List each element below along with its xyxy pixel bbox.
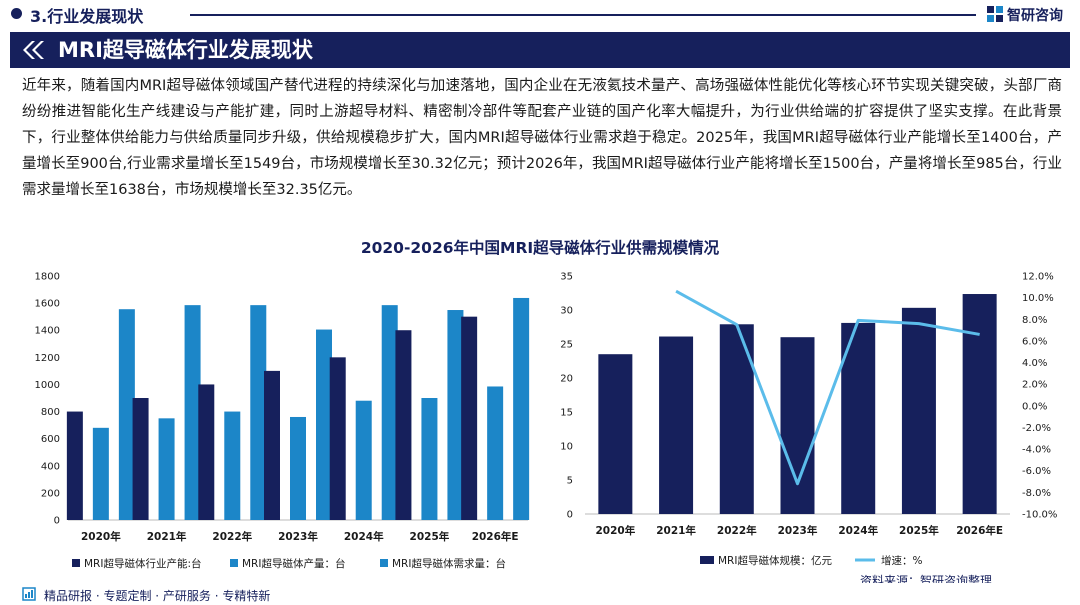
y-right-tick-label: -2.0%: [1022, 423, 1051, 434]
y-left-tick-label: 25: [560, 340, 573, 351]
y-tick-label: 1800: [35, 272, 60, 283]
bar-1: [329, 357, 346, 520]
y-left-tick-label: 15: [560, 408, 573, 419]
y-left-tick-label: 35: [560, 272, 573, 283]
y-right-tick-label: -10.0%: [1022, 510, 1057, 521]
y-tick-label: 1000: [35, 380, 60, 391]
x-tick-label: 2026年E: [472, 530, 519, 543]
x-tick-label: 2026年E: [956, 524, 1003, 537]
bar-1: [264, 370, 280, 520]
page-title: MRI超导磁体行业发展现状: [58, 38, 313, 62]
y-tick-label: 1400: [35, 326, 60, 337]
bar-2: [290, 416, 306, 520]
y-right-tick-label: 12.0%: [1022, 272, 1054, 283]
title-banner: MRI超导磁体行业发展现状: [10, 32, 1070, 68]
bar-3: [381, 305, 398, 520]
y-right-tick-label: -4.0%: [1022, 445, 1051, 456]
bar-2: [421, 398, 438, 520]
y-tick-label: 400: [41, 461, 60, 472]
report-icon: [22, 587, 36, 601]
market-size-bar: [901, 307, 936, 514]
market-size-combo-chart: 0 5 10 15 20 25 30 35 -10.0% -8.0% -6.0% -4.0% -2.0%…: [560, 272, 1057, 568]
x-tick-label: 2025年: [410, 530, 450, 543]
y-left-tick-label: 0: [567, 510, 573, 521]
x-tick-label: 2021年: [656, 524, 696, 537]
y-tick-label: 800: [41, 407, 60, 418]
bar-2: [355, 400, 372, 520]
bar-2: [224, 411, 241, 520]
legend-label: MRI超导磁体行业产能:台: [84, 557, 202, 570]
legend-label: MRI超导磁体规模：亿元: [718, 554, 832, 567]
y-tick-label: 600: [41, 434, 60, 445]
market-size-bar: [962, 294, 997, 514]
bar-3: [250, 305, 267, 520]
y-right-tick-label: 0.0%: [1022, 401, 1047, 412]
legend-swatch-bar: [700, 556, 714, 564]
y-tick-label: 0: [54, 516, 60, 527]
header-divider: [190, 14, 976, 16]
x-tick-label: 2024年: [838, 524, 878, 537]
brand-logo: 智研咨询: [987, 4, 1077, 24]
section-title: 3.行业发展现状: [30, 7, 144, 26]
bar-1: [132, 398, 149, 520]
brand-name: 智研咨询: [1007, 8, 1063, 24]
y-left-tick-label: 30: [560, 306, 573, 317]
y-tick-label: 200: [41, 488, 60, 499]
footer: 精品研报 · 专题定制 · 产研服务 · 专精特新: [0, 583, 1080, 605]
chart-title: 2020-2026年中国MRI超导磁体行业供需规模情况: [360, 239, 720, 257]
x-tick-label: 2024年: [344, 530, 384, 543]
y-tick-label: 1600: [35, 299, 60, 310]
bar-1: [66, 411, 83, 520]
double-chevron-icon: [23, 41, 44, 59]
y-right-tick-label: 2.0%: [1022, 380, 1047, 391]
y-right-tick-label: 4.0%: [1022, 358, 1047, 369]
bar-1: [198, 384, 215, 520]
bar-3: [184, 305, 201, 520]
legend-swatch: [380, 559, 388, 567]
description-paragraph: 近年来，随着国内MRI超导磁体领域国产替代进程的持续深化与加速落地，国内企业在无…: [22, 78, 1062, 198]
legend-label: MRI超导磁体产量：台: [242, 557, 345, 570]
bar-3: [513, 297, 530, 520]
top-header: 3.行业发展现状 智研咨询: [0, 0, 1080, 30]
y-left-tick-label: 5: [567, 476, 573, 487]
growth-rate-line: [675, 289, 980, 486]
y-tick-label: 1200: [35, 353, 60, 364]
x-tick-label: 2021年: [147, 530, 187, 543]
bar-3: [316, 329, 332, 520]
x-tick-label: 2022年: [717, 524, 757, 537]
y-right-tick-label: -6.0%: [1022, 466, 1051, 477]
footer-tags: 精品研报 · 专题定制 · 产研服务 · 专精特新: [44, 589, 271, 603]
bar-2: [158, 418, 175, 520]
x-tick-label: 2023年: [278, 530, 318, 543]
y-right-tick-label: 10.0%: [1022, 293, 1054, 304]
y-left-tick-label: 10: [560, 442, 573, 453]
x-tick-label: 2025年: [899, 524, 939, 537]
market-size-bar: [598, 354, 633, 514]
market-size-bar: [659, 336, 694, 514]
legend-label: MRI超导磁体需求量：台: [392, 557, 506, 570]
x-tick-label: 2022年: [212, 530, 252, 543]
x-tick-label: 2020年: [595, 524, 635, 537]
y-left-tick-label: 20: [560, 374, 573, 385]
legend-label: 增速：%: [881, 554, 922, 567]
bullet-dot: [11, 8, 22, 19]
bar-2: [487, 386, 504, 520]
market-size-bar: [780, 337, 815, 514]
bar-3: [118, 309, 135, 520]
bar-1: [395, 330, 412, 520]
supply-demand-bar-chart: 0 200 400 600 800 1000 1200 1400 1600 1800 2020年 20…: [35, 272, 530, 570]
bar-1: [461, 316, 478, 520]
y-right-tick-label: 8.0%: [1022, 315, 1047, 326]
x-tick-label: 2020年: [81, 530, 121, 543]
bar-3: [447, 310, 464, 520]
bar-2: [92, 427, 109, 520]
legend-swatch: [72, 559, 80, 567]
legend-swatch: [230, 559, 238, 567]
y-right-tick-label: 6.0%: [1022, 336, 1047, 347]
y-right-tick-label: -8.0%: [1022, 488, 1051, 499]
x-tick-label: 2023年: [778, 524, 818, 537]
brand-logo-icon: [987, 6, 1003, 22]
